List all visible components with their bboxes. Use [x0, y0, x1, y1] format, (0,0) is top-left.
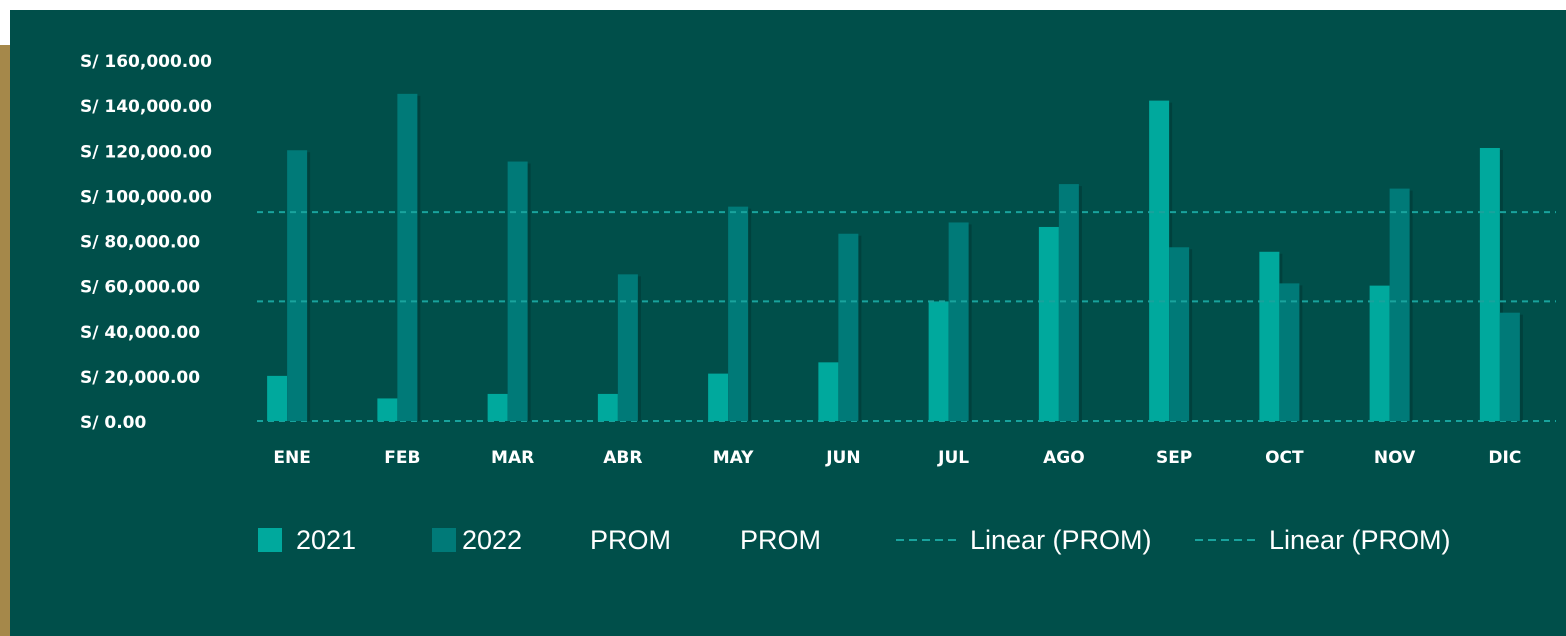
bar [377, 398, 398, 421]
bar [838, 233, 859, 421]
y-tick-label: S/ 20,000.00 [80, 368, 200, 388]
legend-label: Linear (PROM) [1269, 525, 1451, 555]
legend-label: 2022 [462, 525, 522, 555]
legend-swatch [258, 528, 282, 552]
y-tick-label: S/ 160,000.00 [80, 52, 212, 72]
y-tick-label: S/ 120,000.00 [80, 142, 212, 162]
x-tick-label: SEP [1156, 448, 1192, 468]
bar [1149, 100, 1170, 422]
bar [597, 393, 618, 421]
y-tick-label: S/ 0.00 [80, 413, 146, 433]
bar [287, 150, 308, 421]
x-tick-label: NOV [1374, 448, 1416, 468]
x-tick-label: OCT [1265, 448, 1304, 468]
bar [728, 206, 749, 421]
bar [1499, 312, 1520, 421]
y-tick-label: S/ 60,000.00 [80, 278, 200, 298]
bar [708, 373, 729, 421]
bar [397, 93, 418, 421]
bar [1389, 188, 1410, 421]
x-tick-label: FEB [384, 448, 420, 468]
x-tick-label: JUL [937, 448, 969, 468]
x-tick-label: DIC [1488, 448, 1521, 468]
y-tick-label: S/ 80,000.00 [80, 233, 200, 253]
y-tick-label: S/ 140,000.00 [80, 97, 212, 117]
bar [487, 393, 508, 421]
legend-label: Linear (PROM) [970, 525, 1152, 555]
x-tick-label: ENE [273, 448, 310, 468]
legend-label: PROM [590, 525, 671, 555]
bar [1038, 226, 1059, 421]
x-tick-label: AGO [1043, 448, 1085, 468]
legend-label: PROM [740, 525, 821, 555]
x-tick-label: JUN [825, 448, 860, 468]
bar [1058, 184, 1079, 421]
bar [267, 375, 288, 421]
bar [1479, 147, 1500, 421]
bar [507, 161, 528, 421]
x-tick-label: MAY [713, 448, 754, 468]
bar [1169, 247, 1190, 421]
x-tick-label: ABR [603, 448, 642, 468]
bar [1369, 285, 1390, 421]
bar [1259, 251, 1280, 421]
bar [818, 362, 839, 421]
legend-swatch [432, 528, 456, 552]
bar [948, 222, 969, 421]
y-tick-label: S/ 40,000.00 [80, 323, 200, 343]
side-strip [0, 45, 12, 636]
legend-label: 2021 [296, 525, 356, 555]
bar [928, 301, 949, 421]
bar [1279, 283, 1300, 421]
bar [617, 274, 638, 421]
x-tick-label: MAR [491, 448, 534, 468]
y-tick-label: S/ 100,000.00 [80, 187, 212, 207]
